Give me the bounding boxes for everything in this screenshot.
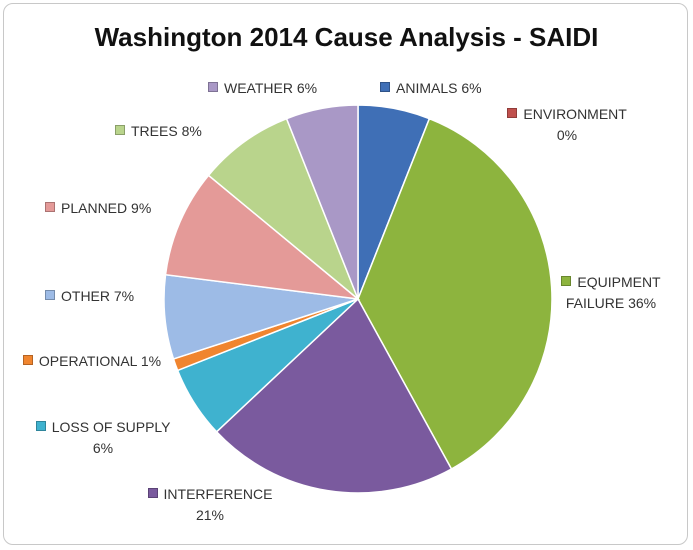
data-label: ENVIRONMENT 0% bbox=[497, 104, 637, 146]
category-label: TREES bbox=[131, 123, 178, 139]
value-label: 36% bbox=[628, 295, 657, 311]
data-label: ANIMALS 6% bbox=[380, 78, 520, 99]
category-label: OTHER bbox=[61, 288, 110, 304]
legend-swatch bbox=[507, 108, 518, 118]
value-label: 6% bbox=[461, 80, 482, 96]
pie-slice bbox=[215, 297, 453, 494]
value-label: 7% bbox=[113, 288, 135, 304]
value-label: 8% bbox=[181, 123, 202, 139]
category-label: PLANNED bbox=[61, 200, 128, 216]
value-label: 9% bbox=[131, 200, 152, 216]
value-label: 6% bbox=[92, 440, 114, 456]
data-label: OPERATIONAL 1% bbox=[22, 351, 162, 372]
value-label: 21% bbox=[195, 507, 225, 523]
category-label: ANIMALS bbox=[396, 80, 458, 96]
legend-swatch bbox=[22, 355, 33, 365]
data-label: INTERFERENCE 21% bbox=[135, 484, 285, 526]
legend-swatch bbox=[380, 82, 390, 92]
category-label: LOSS OF SUPPLY bbox=[51, 419, 171, 435]
data-label: WEATHER 6% bbox=[208, 78, 348, 99]
category-label: ENVIRONMENT bbox=[523, 106, 627, 122]
category-label: OPERATIONAL bbox=[38, 353, 137, 369]
legend-swatch bbox=[147, 488, 158, 498]
category-label: INTERFERENCE bbox=[163, 486, 273, 502]
data-label: TREES 8% bbox=[115, 121, 255, 142]
pie-slice bbox=[207, 117, 359, 300]
data-label: PLANNED 9% bbox=[45, 198, 185, 219]
legend-swatch bbox=[208, 82, 218, 92]
pie-slice bbox=[164, 174, 361, 301]
legend-swatch bbox=[35, 421, 46, 431]
value-label: 6% bbox=[296, 80, 318, 96]
legend-swatch bbox=[45, 202, 55, 212]
pie-slice bbox=[285, 104, 359, 300]
legend-swatch bbox=[115, 125, 125, 135]
category-label: WEATHER bbox=[224, 80, 293, 96]
data-label: EQUIPMENT FAILURE 36% bbox=[552, 272, 670, 314]
chart-frame bbox=[3, 3, 688, 545]
legend-swatch bbox=[561, 276, 572, 286]
value-label: 1% bbox=[140, 353, 162, 369]
data-label: LOSS OF SUPPLY 6% bbox=[28, 417, 178, 459]
category-label: EQUIPMENT FAILURE bbox=[565, 274, 661, 311]
chart-title: Washington 2014 Cause Analysis - SAIDI bbox=[94, 22, 599, 52]
value-label: 0% bbox=[556, 127, 578, 143]
pie-slice bbox=[357, 117, 553, 471]
legend-swatch bbox=[45, 290, 55, 300]
data-label: OTHER 7% bbox=[45, 286, 185, 307]
